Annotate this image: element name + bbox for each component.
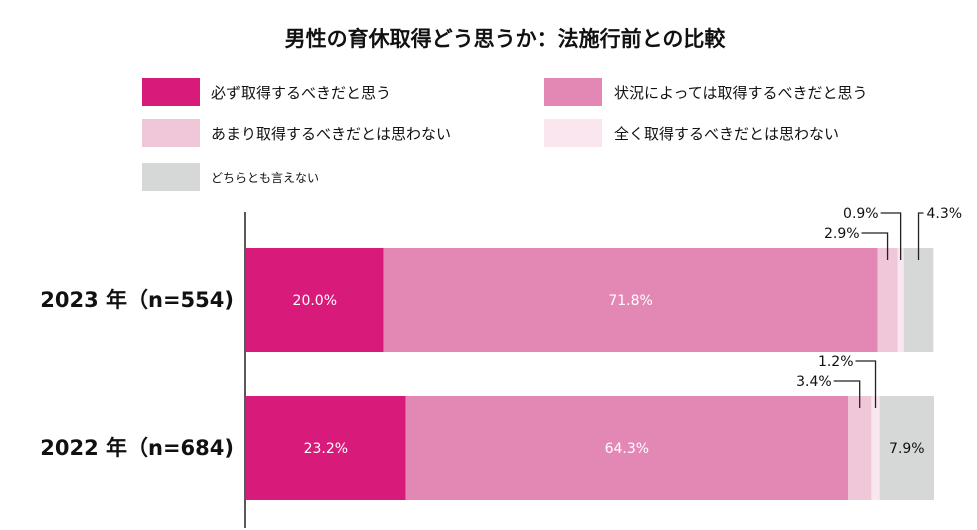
- data-label: 64.3%: [605, 441, 649, 457]
- legend-label-must-take: 必ず取得するべきだと思う: [211, 84, 391, 102]
- data-label: 20.0%: [293, 293, 337, 309]
- bar-segment: [871, 396, 880, 500]
- callout-line: [855, 360, 877, 408]
- legend-swatch-not-at-all: [544, 119, 602, 147]
- bar-segment: [383, 248, 878, 352]
- bar-segment: [877, 248, 898, 352]
- legend: 必ず取得するべきだと思う 状況によっては取得するべきだと思う あまり取得するべき…: [142, 78, 868, 191]
- data-label: 23.2%: [304, 441, 348, 457]
- bar-segment: [246, 396, 406, 500]
- bar-segment: [903, 248, 934, 352]
- data-label: 3.4%: [796, 374, 832, 390]
- data-label: 2.9%: [824, 226, 860, 242]
- legend-swatch-not-really: [142, 119, 200, 147]
- callout-line: [917, 212, 924, 260]
- bar-segment: [405, 396, 848, 500]
- callout-line: [833, 380, 861, 408]
- legend-label-depends: 状況によっては取得するべきだと思う: [614, 84, 868, 102]
- category-label: 2022 年（n=684): [40, 436, 234, 460]
- chart-title: 男性の育休取得どう思うか：法施行前との比較: [285, 27, 727, 51]
- category-label: 2023 年（n=554): [40, 288, 234, 312]
- data-label: 1.2%: [818, 354, 854, 370]
- data-label: 4.3%: [927, 206, 963, 222]
- bar-segment: [848, 396, 872, 500]
- callout-line: [880, 212, 902, 260]
- legend-label-neither: どちらとも言えない: [211, 171, 319, 185]
- bar-segment: [879, 396, 934, 500]
- legend-swatch-must-take: [142, 78, 200, 106]
- data-label: 0.9%: [843, 206, 879, 222]
- legend-swatch-neither: [142, 163, 200, 191]
- data-label: 71.8%: [608, 293, 652, 309]
- bars: 2023 年（n=554) 20.0% 71.8% 2.9% 0.9% 4.3% 2022 …: [40, 206, 962, 500]
- bar-segment: [897, 248, 904, 352]
- bar-segment: [246, 248, 384, 352]
- legend-swatch-depends: [544, 78, 602, 106]
- legend-label-not-at-all: 全く取得するべきだとは思わない: [614, 125, 839, 143]
- data-label: 7.9%: [889, 441, 925, 457]
- callout-line: [861, 232, 889, 260]
- legend-label-not-really: あまり取得するべきだとは思わない: [211, 125, 451, 143]
